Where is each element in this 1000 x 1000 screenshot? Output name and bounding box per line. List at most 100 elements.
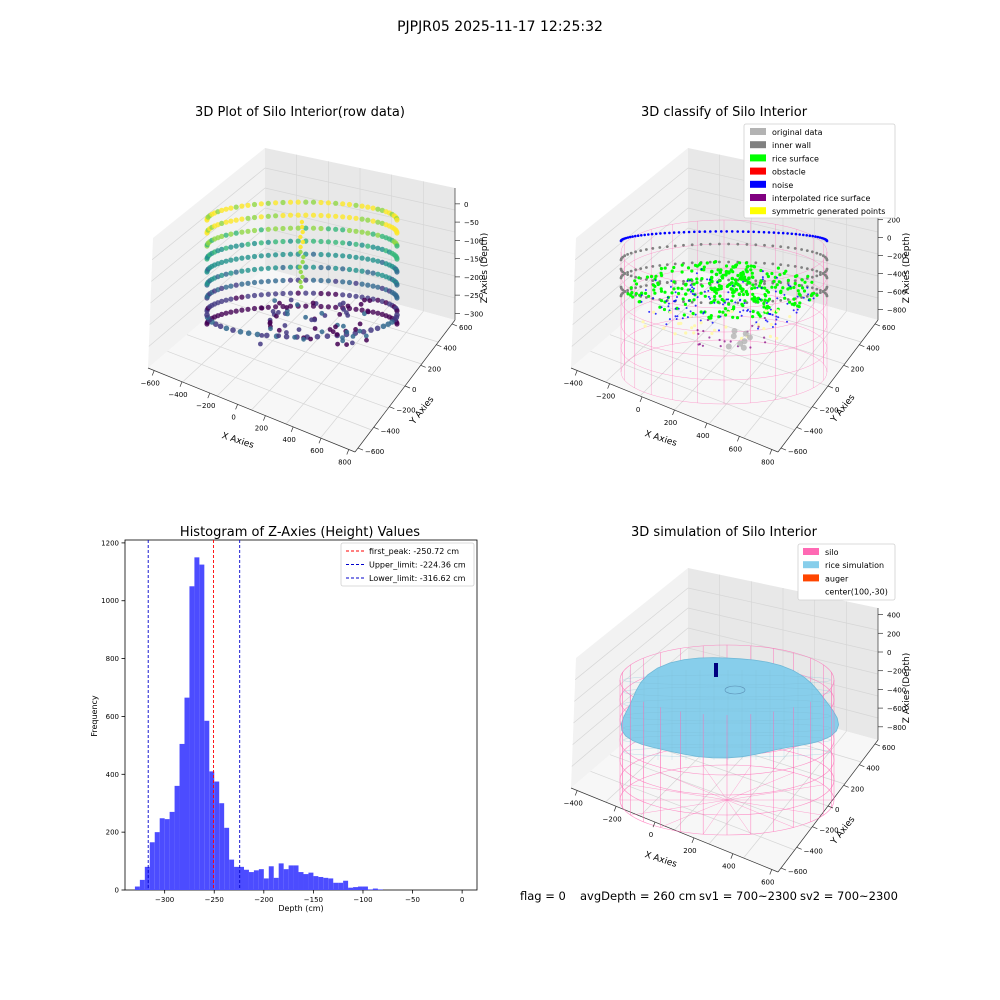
p2-noise-point	[654, 232, 658, 236]
p2-noise-point	[718, 329, 720, 332]
p4-ztick-label: −800	[887, 724, 906, 732]
p2-silo-wire-ring	[620, 267, 828, 333]
p1-point	[318, 251, 324, 258]
p1-ztick-label: −200	[464, 274, 483, 282]
p2-noise-point	[761, 278, 764, 281]
p2-rice-surface-point	[793, 274, 798, 279]
p1-xtick	[263, 415, 266, 421]
p4-xtick	[652, 821, 656, 828]
p2-inner-wall-point	[800, 296, 803, 299]
p1-x-axis-line	[147, 367, 356, 453]
p1-point	[258, 240, 264, 246]
p1-point	[251, 227, 258, 234]
p4-ytick	[780, 867, 787, 871]
p2-rice-surface-point	[660, 299, 664, 303]
p1-point	[394, 256, 400, 262]
p2-legend-label: noise	[772, 181, 793, 190]
p2-noise-point	[771, 313, 774, 316]
p2-rice-surface-point	[714, 272, 719, 277]
p2-noise-point	[685, 307, 688, 309]
p2-inner-wall-point	[629, 274, 633, 278]
p1-point	[258, 227, 264, 233]
hist-bar	[348, 887, 354, 890]
p1-point	[223, 271, 229, 277]
p2-noise-point	[640, 294, 643, 297]
p2-rice-surface-point	[770, 271, 774, 276]
p2-rice-surface-point	[759, 268, 763, 273]
p1-point	[276, 310, 281, 315]
p2-rice-surface-point	[713, 287, 717, 292]
p1-point	[280, 238, 286, 245]
hist-bar	[288, 865, 294, 890]
p2-rice-surface-point	[659, 266, 664, 271]
p2-noise-point	[676, 296, 678, 298]
hist-bar	[278, 863, 284, 890]
p1-point	[287, 199, 294, 205]
p2-symmetric-point	[762, 327, 766, 331]
p2-rice-surface-point	[677, 291, 681, 296]
p2-ztick-label: −800	[887, 306, 906, 314]
p2-ztick-label: −400	[887, 271, 906, 279]
p2-inner-wall-point	[699, 243, 703, 246]
p2-rice-surface-point	[663, 266, 667, 270]
p2-noise-point	[644, 289, 647, 291]
p2-rice-surface-point	[638, 293, 642, 297]
hist-ytick-label: 800	[106, 655, 119, 663]
p1-point	[375, 258, 381, 264]
p2-noise-point	[747, 308, 749, 311]
p1-point	[318, 238, 324, 245]
p2-rice-surface-point	[681, 297, 685, 301]
hist-bar	[179, 743, 185, 890]
p1-point	[298, 269, 303, 275]
p2-inner-wall-point	[825, 276, 829, 280]
p2-noise-point	[789, 285, 792, 288]
p2-ytick	[843, 364, 849, 368]
p2-rice-surface-point	[658, 305, 662, 309]
p4-silo-wire-floor	[702, 765, 728, 801]
p2-inner-wall-point	[645, 278, 648, 281]
p1-point	[375, 297, 381, 303]
p2-noise-point	[640, 300, 643, 303]
panel1-title: 3D Plot of Silo Interior(row data)	[195, 105, 405, 120]
p2-noise-point	[674, 291, 677, 294]
p1-point	[333, 324, 338, 330]
p2-noise-point	[775, 315, 778, 318]
footer-flag: flag = 0	[520, 889, 566, 903]
p2-inner-wall-point	[811, 286, 814, 290]
p2-rice-surface-point	[772, 279, 776, 283]
p2-symmetric-point	[776, 309, 780, 313]
p4-ztick-label: −200	[887, 668, 906, 676]
p2-noise-point	[757, 327, 759, 330]
p2-noise-point	[634, 234, 637, 238]
p1-point	[350, 334, 356, 339]
p2-inner-wall-point	[745, 301, 749, 304]
p2-rice-surface-point	[659, 289, 664, 293]
p2-inner-wall-point	[779, 299, 783, 302]
p2-symmetric-point	[684, 331, 688, 335]
p1-point	[318, 199, 324, 206]
p2-noise-point	[652, 297, 655, 300]
p2-legend-label: interpolated rice surface	[772, 194, 870, 203]
p2-xtick-label: 400	[696, 432, 709, 440]
p1-point	[245, 280, 251, 286]
p1-point	[245, 267, 251, 273]
hist-bar	[293, 865, 299, 890]
p2-symmetric-point	[730, 309, 734, 314]
p1-point	[333, 226, 339, 232]
p4-rice-simulation-surface	[620, 657, 840, 759]
p1-point	[295, 302, 300, 308]
p2-noise-point	[636, 234, 640, 237]
p2-noise-point	[752, 230, 755, 234]
hist-bar	[139, 879, 145, 890]
p4-legend-swatch	[803, 574, 819, 582]
p4-legend-label: silo	[825, 548, 839, 557]
p1-point	[233, 295, 239, 301]
p2-rice-surface-point	[749, 264, 753, 268]
p2-noise-point	[689, 310, 692, 313]
p2-symmetric-point	[690, 326, 694, 330]
p2-noise-point	[741, 230, 745, 233]
hist-xtick-label: −300	[155, 896, 174, 904]
p2-rice-surface-point	[629, 286, 633, 290]
p1-point	[365, 269, 371, 275]
p1-point	[265, 226, 271, 232]
